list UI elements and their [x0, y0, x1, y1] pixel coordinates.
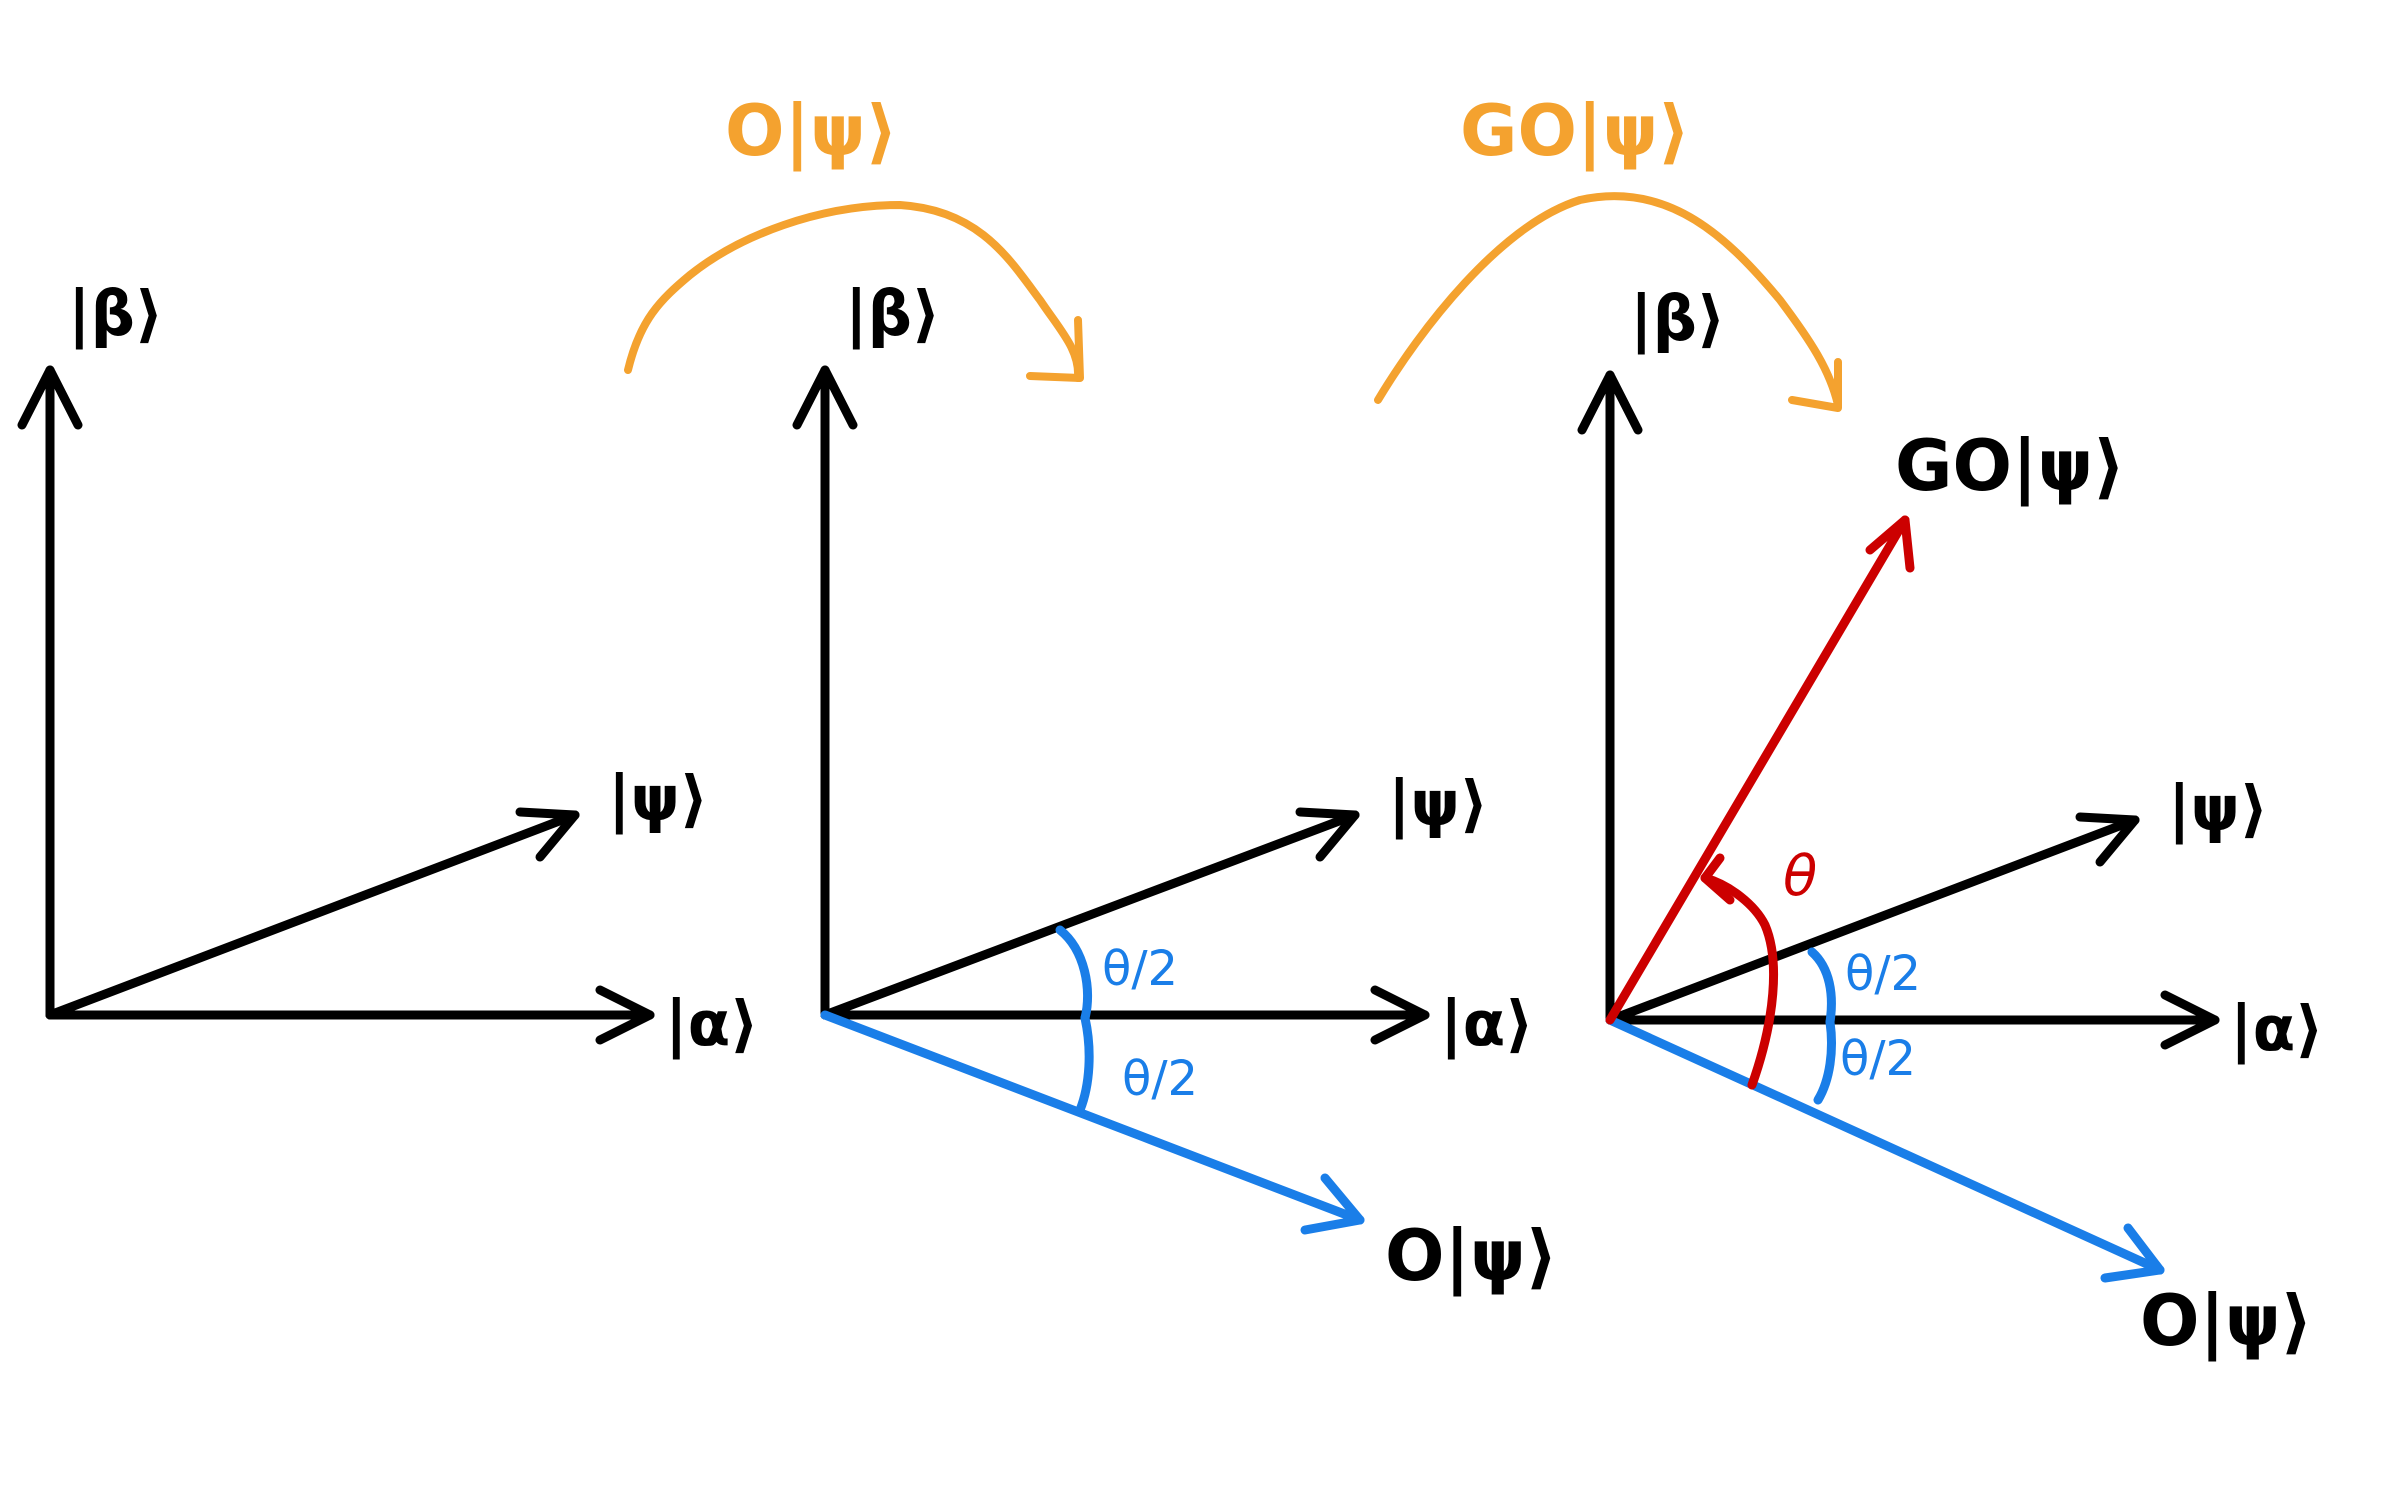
- psi-label: |ψ⟩: [1388, 767, 1488, 841]
- psi-arrowhead: [1295, 807, 1360, 862]
- psi-vector: [45, 810, 580, 1020]
- panel-after-oracle: [792, 365, 1430, 1235]
- o-psi-label: O|ψ⟩: [1385, 1215, 1558, 1297]
- theta-arc-arrowhead: [1700, 853, 1735, 905]
- alpha-label: |α⟩: [2230, 992, 2324, 1066]
- psi-arrowhead: [2075, 812, 2140, 867]
- panel-after-grover: [1577, 370, 2220, 1283]
- angle-label-upper: θ/2: [1845, 946, 1921, 1002]
- o-psi-arrowhead: [1300, 1173, 1365, 1235]
- alpha-arrowhead: [2160, 990, 2220, 1050]
- alpha-label: |α⟩: [1440, 987, 1534, 1061]
- go-psi-arrowhead: [1865, 515, 1915, 573]
- go-psi-vector: [1605, 515, 1910, 1025]
- beta-label: |β⟩: [68, 277, 163, 351]
- beta-label: |β⟩: [845, 277, 940, 351]
- angle-arc-lower: [1813, 1017, 1836, 1105]
- angle-arc-upper: [1807, 947, 1836, 1027]
- angle-label-lower: θ/2: [1840, 1031, 1916, 1087]
- theta-arc: [1700, 873, 1779, 1090]
- beta-arrowhead: [1577, 370, 1643, 435]
- step-label-1: O|ψ⟩: [725, 90, 898, 172]
- psi-vector: [820, 810, 1360, 1020]
- go-psi-label: GO|ψ⟩: [1895, 425, 2125, 507]
- o-psi-vector: [820, 1010, 1365, 1225]
- angle-arc-upper: [1055, 925, 1093, 1023]
- step-arrow-2: [1374, 192, 1842, 412]
- step-label-2: GO|ψ⟩: [1460, 90, 1690, 172]
- angle-label-upper: θ/2: [1102, 941, 1178, 997]
- angle-label-lower: θ/2: [1122, 1051, 1198, 1107]
- o-psi-label: O|ψ⟩: [2140, 1280, 2313, 1362]
- beta-label: |β⟩: [1630, 282, 1725, 356]
- step-arrow-1: [624, 200, 1084, 382]
- angle-arc-lower: [1075, 1013, 1094, 1115]
- beta-arrowhead: [792, 365, 858, 430]
- psi-label: |ψ⟩: [608, 762, 708, 836]
- o-psi-vector: [1605, 1015, 2165, 1275]
- psi-label: |ψ⟩: [2168, 772, 2268, 846]
- theta-label: θ: [1783, 844, 1817, 909]
- o-psi-arrowhead: [2100, 1223, 2165, 1283]
- alpha-label: |α⟩: [665, 987, 759, 1061]
- panel-initial-state: [17, 365, 655, 1045]
- beta-arrowhead: [17, 365, 83, 430]
- alpha-arrowhead: [1370, 985, 1430, 1045]
- psi-arrowhead: [515, 807, 580, 862]
- alpha-arrowhead: [595, 985, 655, 1045]
- psi-vector: [1605, 815, 2140, 1025]
